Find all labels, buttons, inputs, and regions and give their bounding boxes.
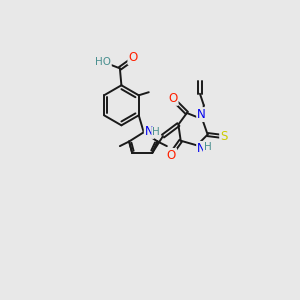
Text: N: N <box>197 142 206 155</box>
Text: N: N <box>145 125 154 138</box>
Text: H: H <box>152 127 160 137</box>
Text: HO: HO <box>95 57 111 67</box>
Text: N: N <box>197 108 206 121</box>
Text: O: O <box>167 149 176 162</box>
Text: S: S <box>220 130 227 142</box>
Text: H: H <box>204 142 212 152</box>
Text: O: O <box>128 51 138 64</box>
Text: O: O <box>168 92 178 105</box>
